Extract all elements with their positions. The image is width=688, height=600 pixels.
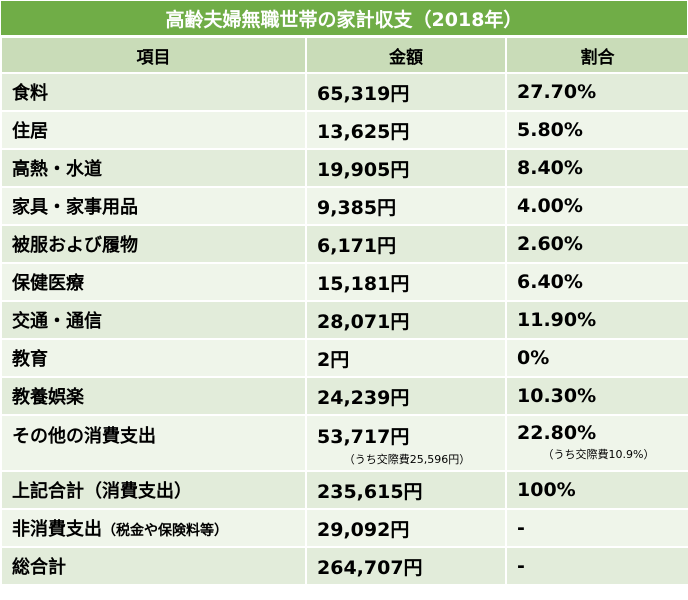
ratio-note: （うち交際費10.9%） (542, 448, 655, 461)
ratio-cell: 10.30% (505, 376, 688, 416)
amount-cell: 264,707円 (305, 546, 507, 586)
table-row: 教育 2円 0% (0, 338, 688, 378)
item-cell: 家具・家事用品 (0, 186, 307, 226)
ratio-cell: 11.90% (505, 300, 688, 340)
ratio-cell: 2.60% (505, 224, 688, 264)
ratio-cell: 22.80% （うち交際費10.9%） (505, 414, 688, 472)
table-row: 高熱・水道 19,905円 8.40% (0, 148, 688, 188)
amount-cell: 2円 (305, 338, 507, 378)
table-row: 被服および履物 6,171円 2.60% (0, 224, 688, 264)
table-row: 住居 13,625円 5.80% (0, 110, 688, 150)
amount-cell: 9,385円 (305, 186, 507, 226)
ratio-cell: 6.40% (505, 262, 688, 302)
item-cell: 住居 (0, 110, 307, 150)
header-ratio: 割合 (505, 36, 688, 74)
amount-note: （うち交際費25,596円） (343, 453, 471, 466)
ratio-cell: 27.70% (505, 72, 688, 112)
amount-cell: 53,717円 （うち交際費25,596円） (305, 414, 507, 472)
item-cell: 食料 (0, 72, 307, 112)
table-row: 非消費支出（税金や保険料等） 29,092円 - (0, 508, 688, 548)
table-row: 保健医療 15,181円 6.40% (0, 262, 688, 302)
item-cell: 教育 (0, 338, 307, 378)
amount-value: 53,717円 (317, 426, 410, 448)
budget-table: 項目 金額 割合 食料 65,319円 27.70% 住居 13,625円 5.… (0, 36, 688, 586)
item-cell: 交通・通信 (0, 300, 307, 340)
amount-cell: 65,319円 (305, 72, 507, 112)
ratio-cell: 100% (505, 470, 688, 510)
table-row: 交通・通信 28,071円 11.90% (0, 300, 688, 340)
ratio-cell: - (505, 508, 688, 548)
table-row: 総合計 264,707円 - (0, 546, 688, 586)
item-cell: 高熱・水道 (0, 148, 307, 188)
amount-cell: 19,905円 (305, 148, 507, 188)
amount-cell: 13,625円 (305, 110, 507, 150)
item-note: （税金や保険料等） (102, 523, 228, 539)
item-cell: 上記合計（消費支出） (0, 470, 307, 510)
table-row: 家具・家事用品 9,385円 4.00% (0, 186, 688, 226)
header-amount: 金額 (305, 36, 507, 74)
table-row: 食料 65,319円 27.70% (0, 72, 688, 112)
header-item: 項目 (0, 36, 307, 74)
item-cell: 非消費支出（税金や保険料等） (0, 508, 307, 548)
amount-cell: 29,092円 (305, 508, 507, 548)
ratio-cell: 0% (505, 338, 688, 378)
header-row: 項目 金額 割合 (0, 36, 688, 74)
item-cell: 教養娯楽 (0, 376, 307, 416)
amount-cell: 24,239円 (305, 376, 507, 416)
table-row: 教養娯楽 24,239円 10.30% (0, 376, 688, 416)
ratio-cell: 5.80% (505, 110, 688, 150)
amount-cell: 28,071円 (305, 300, 507, 340)
ratio-cell: 8.40% (505, 148, 688, 188)
ratio-value: 22.80% (517, 422, 597, 444)
item-cell: その他の消費支出 (0, 414, 307, 472)
ratio-cell: - (505, 546, 688, 586)
table-row: 上記合計（消費支出） 235,615円 100% (0, 470, 688, 510)
item-cell: 保健医療 (0, 262, 307, 302)
item-cell: 被服および履物 (0, 224, 307, 264)
item-cell: 総合計 (0, 546, 307, 586)
table-row: その他の消費支出 53,717円 （うち交際費25,596円） 22.80% （… (0, 414, 688, 472)
item-label: 非消費支出 (12, 519, 102, 540)
amount-cell: 15,181円 (305, 262, 507, 302)
amount-cell: 235,615円 (305, 470, 507, 510)
amount-cell: 6,171円 (305, 224, 507, 264)
table-title: 高齢夫婦無職世帯の家計収支（2018年） (0, 0, 688, 36)
ratio-cell: 4.00% (505, 186, 688, 226)
